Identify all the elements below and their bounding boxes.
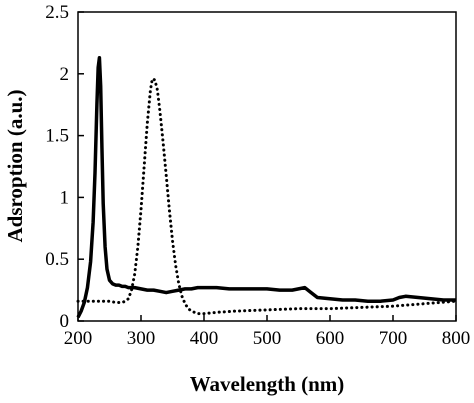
- y-tick-label: 2.5: [45, 2, 69, 23]
- y-axis-ticks: 0 0.5 1 1.5 2 2.5: [45, 2, 84, 332]
- series-layer: [76, 55, 458, 319]
- y-tick-label: 0: [60, 311, 70, 332]
- y-tick-label: 1.5: [45, 126, 69, 147]
- y-axis-title: Adsroption (a.u.): [3, 89, 27, 242]
- y-tick-label: 2: [60, 64, 70, 85]
- x-tick-label: 300: [127, 328, 156, 349]
- y-tick-label: 1: [60, 187, 70, 208]
- dotted-series-line: [76, 77, 458, 316]
- y-tick-label: 0.5: [45, 249, 69, 270]
- x-tick-label: 600: [316, 328, 345, 349]
- x-axis-ticks: 200 300 400 500 600 700 800: [64, 315, 471, 349]
- x-tick-label: 200: [64, 328, 93, 349]
- x-tick-label: 400: [190, 328, 219, 349]
- x-tick-label: 800: [442, 328, 471, 349]
- x-axis-title: Wavelength (nm): [190, 372, 345, 396]
- x-tick-label: 500: [253, 328, 282, 349]
- x-tick-label: 700: [379, 328, 408, 349]
- solid-series-line: [76, 55, 456, 319]
